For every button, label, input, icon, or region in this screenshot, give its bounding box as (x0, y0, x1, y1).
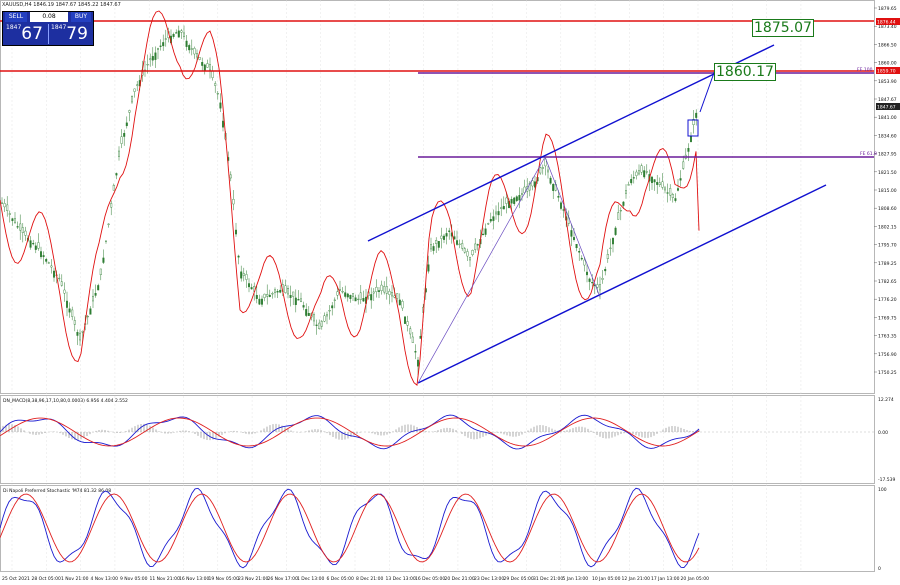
price-axis-label: 1841.00 (878, 115, 897, 121)
time-axis-label: 25 Oct 2021 (2, 576, 30, 582)
price-axis-label: 1866.50 (878, 42, 897, 48)
time-axis-label: 16 Nov 13:00 (179, 576, 209, 582)
price-axis-label: 1847.67 (878, 97, 897, 103)
time-axis-label: 31 Dec 21:00 (533, 576, 563, 582)
time-axis: 25 Oct 2021 28 Oct 05:00 1 Nov 21:00 4 Nov … (2, 576, 709, 582)
price-axis-label: 1815.00 (878, 188, 897, 194)
price-axis-label: 1827.95 (878, 152, 897, 158)
time-axis-label: 26 Nov 17:00 (268, 576, 298, 582)
channel-lower-line (417, 184, 827, 384)
time-axis-label: 20 Dec 21:00 (445, 576, 475, 582)
price-axis-label: 1782.65 (878, 279, 897, 285)
stochastic-blue-line (0, 487, 700, 569)
target-label-upper: 1875.07 (752, 19, 814, 37)
price-axis-label: 1776.20 (878, 297, 897, 303)
stochastic-axis-top: 100 (878, 487, 887, 493)
zigzag-line (417, 156, 601, 384)
time-axis-label: 16 Dec 05:00 (415, 576, 445, 582)
price-axis-label: 1873.40 (878, 24, 897, 30)
macd-axis-top: 12.274 (878, 397, 894, 403)
time-axis-label: 29 Dec 05:00 (504, 576, 534, 582)
buy-price-big: 79 (66, 24, 88, 44)
sell-price-big: 67 (21, 24, 43, 44)
buy-button[interactable]: BUY (71, 12, 91, 22)
price-axis-label: 1860.00 (878, 61, 897, 67)
price-axis-label: 1789.25 (878, 261, 897, 267)
red-price-tag-mid-text: 1859.70 (877, 69, 896, 75)
price-separator (48, 24, 49, 44)
price-axis-label: 1821.50 (878, 170, 897, 176)
price-axis-label: 1853.90 (878, 79, 897, 85)
time-axis-label: 8 Dec 21:00 (356, 576, 384, 582)
time-axis-label: 5 Jan 13:00 (563, 576, 589, 582)
one-click-trading-panel: SELL 0.08 BUY 184767 184779 (2, 11, 94, 46)
envelope-red-line (0, 10, 700, 386)
candlesticks (1, 25, 698, 376)
macd-axis-bottom: -17.539 (878, 477, 896, 483)
time-axis-label: 28 Oct 05:00 (32, 576, 61, 582)
buy-price[interactable]: 184779 (51, 24, 88, 44)
current-price-box (687, 119, 699, 137)
time-axis-label: 20 Jan 05:00 (681, 576, 710, 582)
red-price-tag-top (876, 18, 900, 25)
stochastic-title: Di Napoli Preferred Stochastic 'M74 81.3… (3, 488, 111, 494)
time-axis-label: 11 Nov 21:00 (150, 576, 180, 582)
stochastic-red-line (0, 493, 700, 563)
time-axis-label: 6 Dec 05:00 (327, 576, 355, 582)
red-price-tag-top-text: 1876.44 (877, 20, 896, 26)
time-axis-label: 1 Nov 21:00 (61, 576, 89, 582)
channel-upper-line (367, 44, 775, 242)
price-axis-label: 1802.15 (878, 224, 897, 230)
time-axis-label: 9 Nov 05:00 (120, 576, 148, 582)
time-axis-label: 19 Nov 05:00 (209, 576, 239, 582)
macd-panel (0, 395, 875, 484)
price-axis-label: 1756.90 (878, 352, 897, 358)
target-label-lower: 1860.17 (714, 63, 776, 81)
sell-price[interactable]: 184767 (6, 24, 43, 44)
price-axis: 1879.65 1873.40 1866.50 1860.00 1853.90 1847.… (874, 6, 897, 376)
fe-100-label: FE 100 (857, 67, 873, 73)
price-axis-label: 1879.65 (878, 6, 897, 12)
fe-61-8-label: FE 61.8 (860, 151, 877, 157)
stochastic-panel (0, 485, 875, 572)
price-axis-label: 1808.60 (878, 206, 897, 212)
price-axis-label: 1763.35 (878, 334, 897, 340)
time-axis-label: 17 Jan 13:00 (651, 576, 680, 582)
stochastic-axis-bottom: 0 (878, 566, 881, 572)
sell-button[interactable]: SELL (5, 12, 27, 22)
macd-red-line (0, 417, 700, 447)
projection-arrow-line (699, 69, 716, 113)
macd-blue-line (0, 414, 700, 450)
buy-price-small: 1847 (51, 24, 67, 31)
time-axis-label: 23 Nov 21:00 (238, 576, 268, 582)
time-axis-label: 13 Dec 13:00 (386, 576, 416, 582)
current-price-tag-text: 1847.67 (877, 105, 896, 111)
red-price-tag-mid (876, 67, 900, 74)
time-axis-label: 12 Jan 21:00 (622, 576, 651, 582)
time-axis-label: 4 Nov 13:00 (91, 576, 119, 582)
price-axis-label: 1750.25 (878, 370, 897, 376)
symbol-info: XAUUSD,H4 1846.19 1847.67 1845.22 1847.6… (2, 2, 121, 8)
sell-price-small: 1847 (6, 24, 22, 31)
time-axis-label: 23 Dec 13:00 (474, 576, 504, 582)
time-axis-label: 1 Dec 13:00 (297, 576, 325, 582)
price-axis-label: 1795.70 (878, 243, 897, 249)
lot-size-input[interactable]: 0.08 (30, 12, 68, 22)
grid (11, 0, 802, 572)
price-axis-label: 1769.75 (878, 315, 897, 321)
macd-title: DN_MACD(8,38,96,17,10,80,0.0003) 6.956 4… (3, 398, 128, 404)
current-price-tag (876, 103, 900, 110)
price-axis-label: 1834.60 (878, 133, 897, 139)
time-axis-label: 10 Jan 05:00 (592, 576, 621, 582)
macd-axis-zero: 0.00 (878, 430, 888, 436)
